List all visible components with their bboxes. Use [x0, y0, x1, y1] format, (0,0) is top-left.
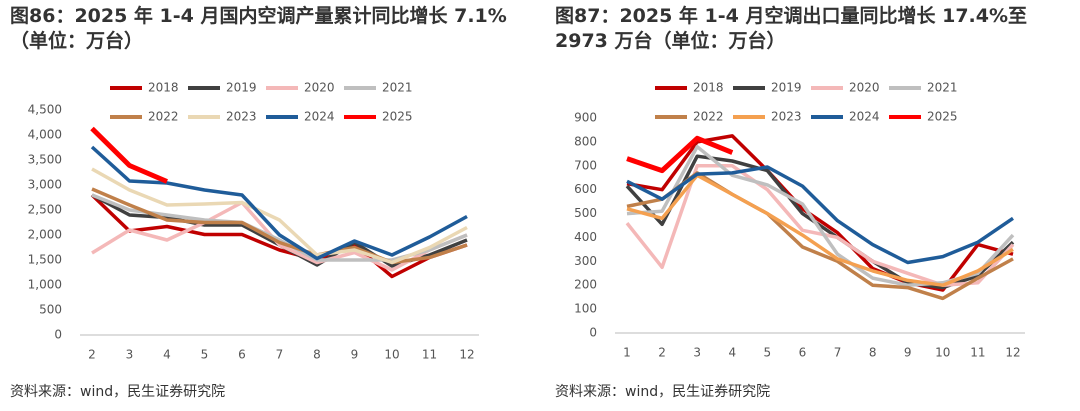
x-tick-label: 6: [238, 348, 246, 362]
series-line: [626, 134, 1014, 292]
series-line: [90, 126, 168, 184]
x-tick-label: 3: [693, 346, 701, 360]
legend-label: 2018: [148, 81, 179, 95]
series-line: [626, 144, 1015, 287]
x-tick-label: 8: [869, 346, 877, 360]
y-tick-label: 2,500: [28, 203, 62, 217]
legend-label: 2018: [693, 81, 724, 95]
legend-label: 2024: [849, 110, 880, 124]
legend-label: 2019: [226, 81, 257, 95]
x-tick-label: 5: [764, 346, 772, 360]
series-line: [91, 200, 468, 272]
y-tick-label: 400: [574, 230, 597, 244]
legend-label: 2020: [849, 81, 880, 95]
legend-label: 2025: [927, 110, 958, 124]
legend-label: 2021: [927, 81, 958, 95]
x-tick-label: 3: [126, 348, 134, 362]
y-tick-label: 3,500: [28, 153, 62, 167]
source: 资料来源：wind，民生证券研究院: [555, 384, 771, 400]
x-tick-label: 12: [459, 348, 474, 362]
legend-label: 2019: [771, 81, 802, 95]
x-tick-label: 10: [384, 348, 399, 362]
y-tick-label: 800: [574, 134, 597, 148]
series-line: [626, 165, 1014, 265]
x-tick-label: 10: [935, 346, 950, 360]
y-tick-label: 0: [589, 326, 597, 340]
legend-label: 2023: [226, 110, 257, 124]
legend-label: 2023: [771, 110, 802, 124]
y-tick-label: 200: [574, 278, 597, 292]
legend-label: 2021: [382, 81, 413, 95]
x-tick-label: 9: [904, 346, 912, 360]
series-line: [91, 167, 468, 265]
y-tick-label: 1,500: [28, 253, 62, 267]
chart-title: 图87：2025 年 1-4 月空调出口量同比增长 17.4%至 2973 万台…: [555, 5, 1028, 52]
x-tick-label: 6: [799, 346, 807, 360]
y-tick-label: 4,000: [28, 128, 62, 142]
legend-label: 2022: [148, 110, 179, 124]
x-tick-label: 11: [970, 346, 985, 360]
chart-title: 图86：2025 年 1-4 月国内空调产量累计同比增长 7.1%（单位：万台）: [10, 5, 507, 52]
y-tick-label: 1,000: [28, 278, 62, 292]
x-tick-label: 4: [728, 346, 736, 360]
series-line: [626, 173, 1014, 287]
legend-label: 2024: [304, 110, 335, 124]
x-tick-label: 12: [1005, 346, 1020, 360]
y-tick-label: 700: [574, 158, 597, 172]
y-tick-label: 500: [574, 206, 597, 220]
y-tick-label: 4,500: [28, 103, 62, 117]
x-tick-label: 11: [422, 348, 437, 362]
series-line: [90, 145, 468, 261]
y-tick-label: 300: [574, 254, 597, 268]
chart: 0 500 1,000 1,500 2,000 2,500 3,000 3,500 4,000 4…: [28, 81, 479, 362]
y-tick-label: 500: [39, 303, 62, 317]
series-line: [91, 187, 468, 265]
source: 资料来源：wind，民生证券研究院: [10, 384, 226, 400]
x-tick-label: 9: [351, 348, 359, 362]
y-tick-label: 0: [54, 328, 62, 342]
x-tick-label: 1: [623, 346, 631, 360]
x-tick-label: 5: [201, 348, 209, 362]
y-tick-label: 100: [574, 302, 597, 316]
y-tick-label: 900: [574, 111, 597, 125]
y-tick-label: 3,000: [28, 178, 62, 192]
series-line: [90, 193, 468, 279]
legend-label: 2025: [382, 110, 413, 124]
x-tick-label: 7: [834, 346, 842, 360]
x-tick-label: 2: [658, 346, 666, 360]
series-line: [626, 135, 734, 174]
x-tick-label: 8: [313, 348, 321, 362]
x-tick-label: 4: [163, 348, 171, 362]
y-tick-label: 2,000: [28, 228, 62, 242]
legend-label: 2020: [304, 81, 335, 95]
x-tick-label: 7: [276, 348, 284, 362]
y-tick-label: 600: [574, 182, 597, 196]
legend-label: 2022: [693, 110, 724, 124]
x-tick-label: 2: [88, 348, 96, 362]
